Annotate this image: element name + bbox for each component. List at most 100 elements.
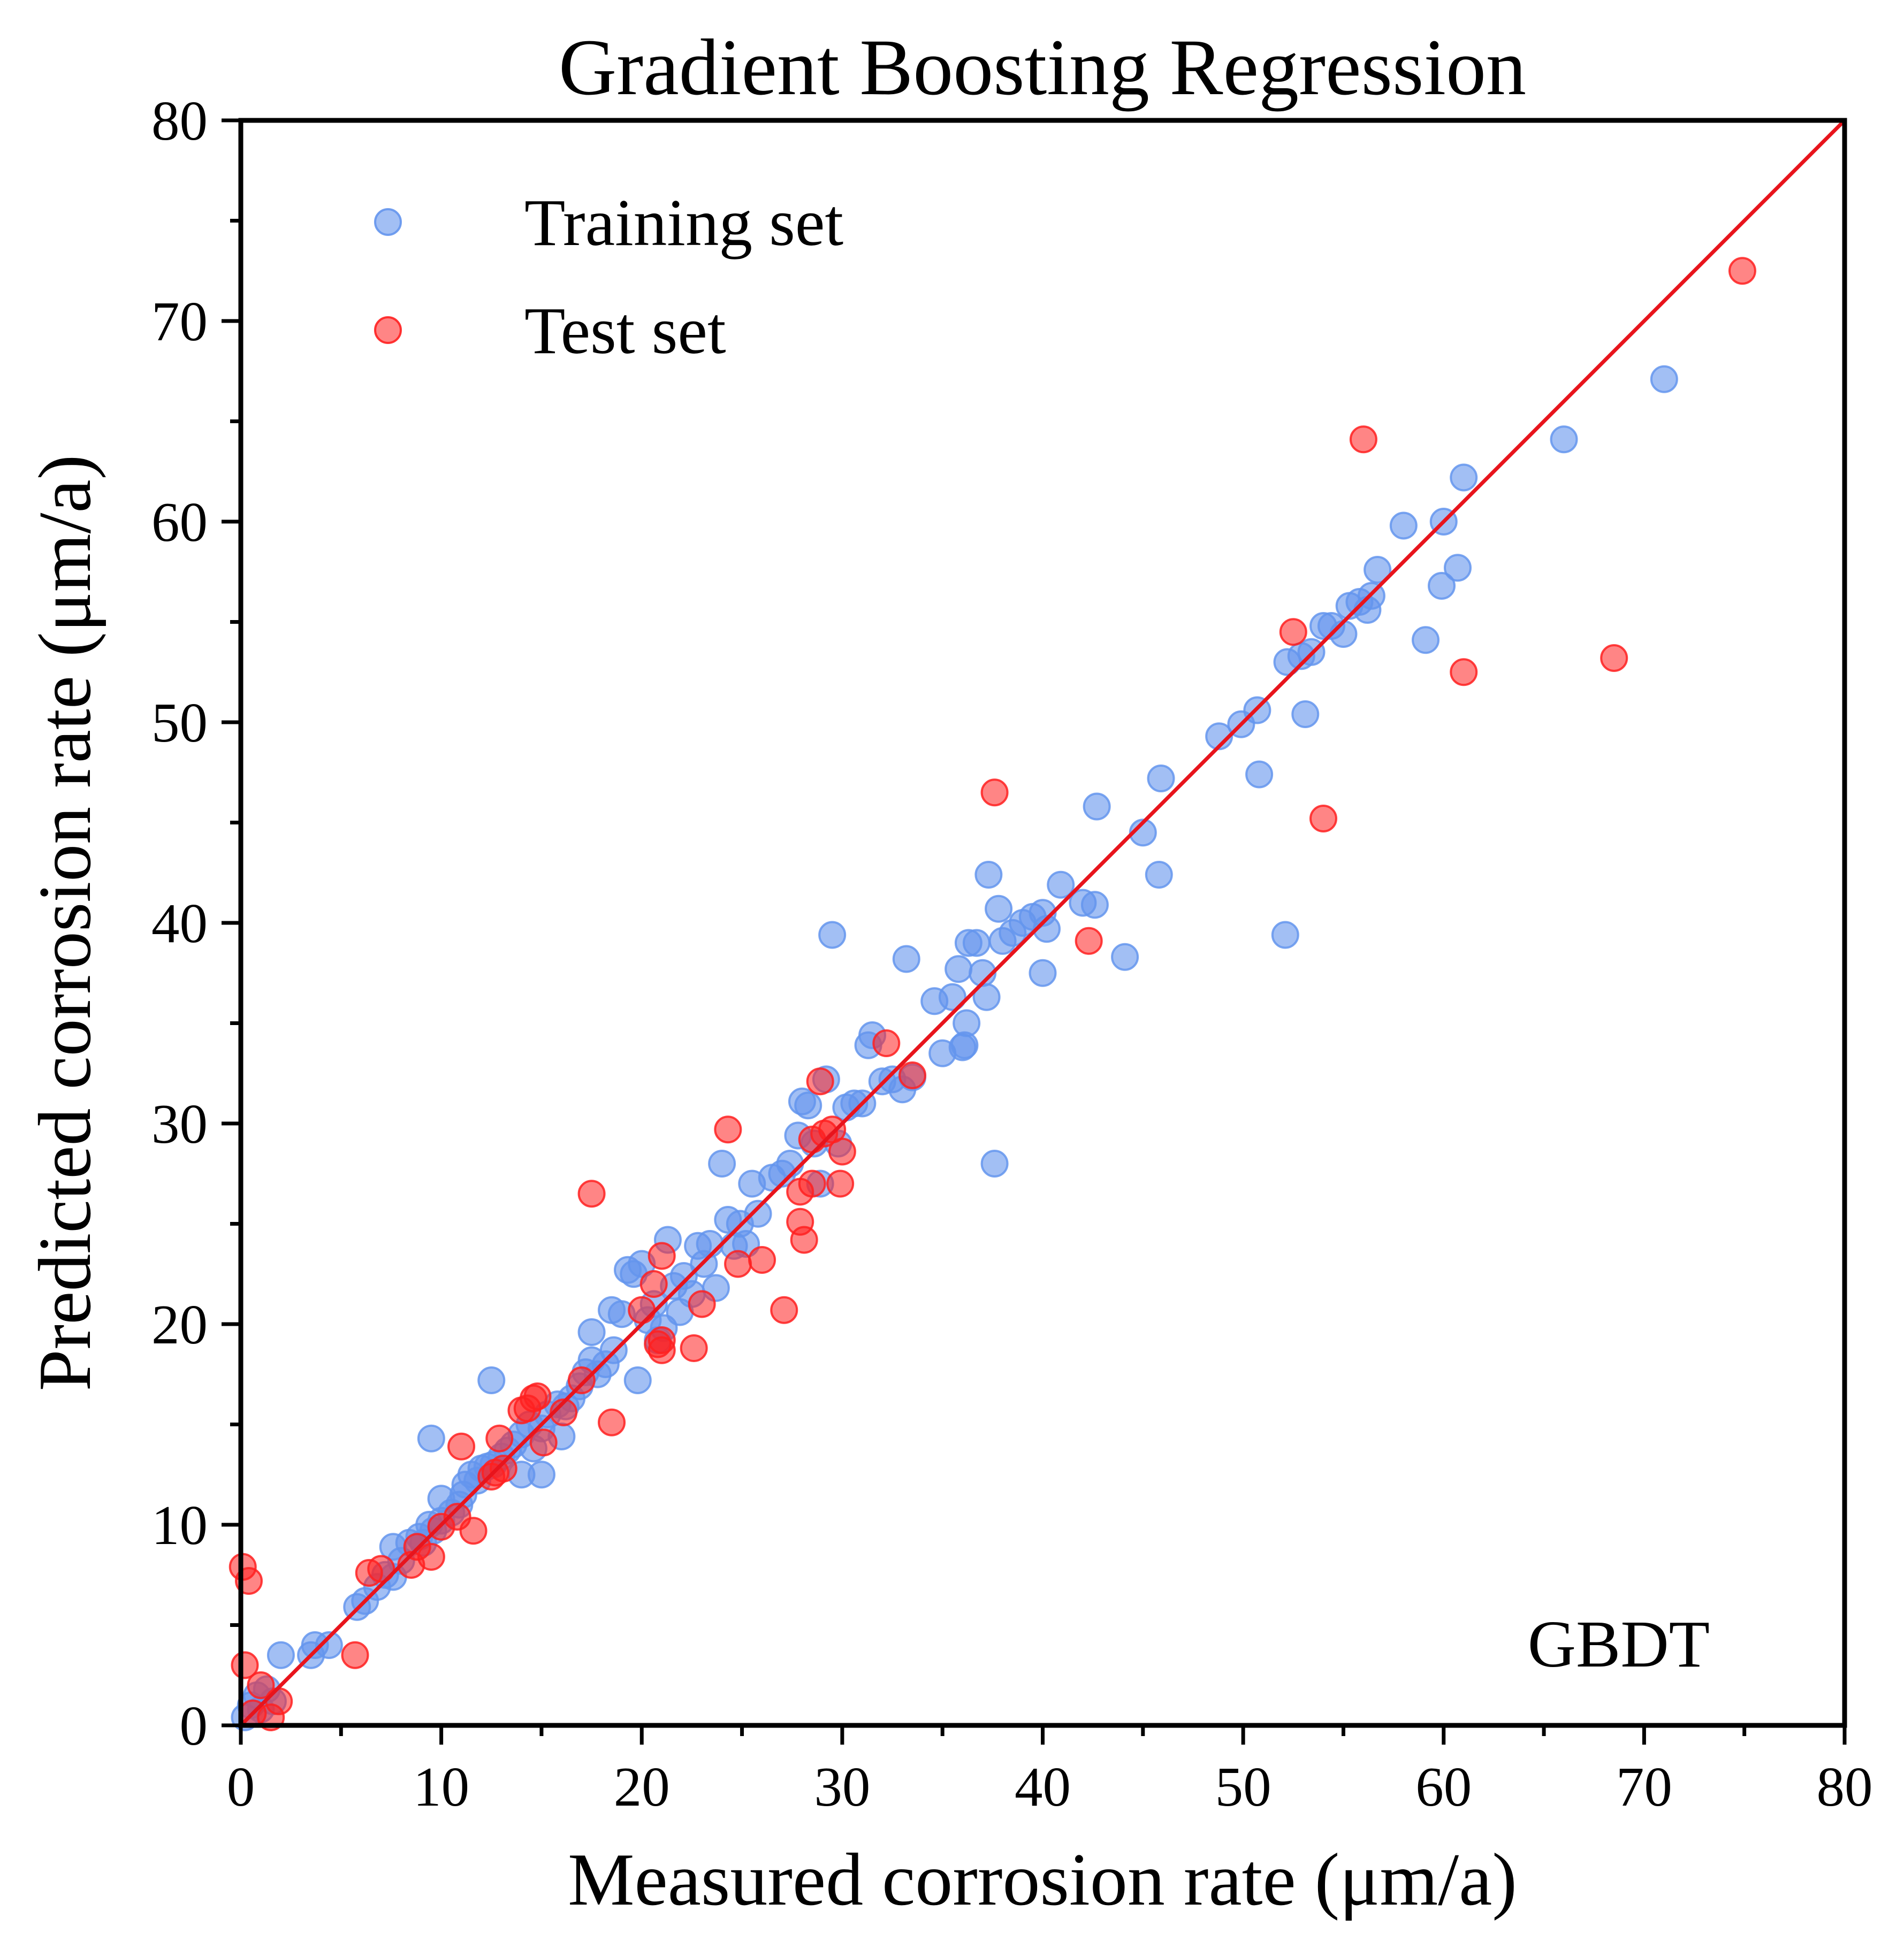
training-point xyxy=(1550,425,1578,454)
training-point xyxy=(1364,556,1392,584)
training-point xyxy=(1145,861,1173,889)
training-point xyxy=(1428,572,1456,600)
test-point xyxy=(417,1543,445,1571)
training-point xyxy=(1245,760,1274,789)
training-point xyxy=(527,1461,555,1489)
test-point xyxy=(714,1115,742,1144)
training-point xyxy=(696,1230,724,1258)
x-tick-label: 80 xyxy=(1817,1755,1873,1818)
x-axis-label: Measured corrosion rate (μm/a) xyxy=(568,1838,1517,1921)
test-point xyxy=(790,1226,818,1254)
test-point xyxy=(648,1336,676,1364)
training-point xyxy=(577,1318,606,1346)
training-point xyxy=(1129,819,1157,847)
training-point xyxy=(266,1641,295,1669)
training-point xyxy=(623,1366,652,1394)
training-point xyxy=(974,861,1003,889)
test-point xyxy=(1279,618,1307,646)
legend-marker-training xyxy=(374,208,402,236)
training-point xyxy=(776,1150,804,1178)
test-point xyxy=(367,1555,395,1583)
test-point xyxy=(265,1687,293,1715)
test-point xyxy=(898,1061,926,1089)
training-point xyxy=(1111,943,1139,971)
training-point xyxy=(1450,463,1478,492)
test-point xyxy=(639,1270,668,1298)
chart-title: Gradient Boosting Regression xyxy=(559,23,1526,112)
test-point xyxy=(1075,927,1103,955)
test-point xyxy=(341,1641,369,1669)
x-tick-label: 10 xyxy=(413,1755,469,1818)
x-tick-label: 70 xyxy=(1616,1755,1672,1818)
training-point xyxy=(1029,959,1057,987)
test-point xyxy=(1309,805,1337,832)
test-point xyxy=(1450,658,1478,686)
test-point xyxy=(770,1296,798,1324)
x-tick-label: 20 xyxy=(614,1755,670,1818)
training-point xyxy=(794,1091,822,1120)
y-tick-label: 40 xyxy=(151,892,208,954)
training-point xyxy=(962,929,991,957)
training-point xyxy=(708,1150,736,1178)
test-point xyxy=(748,1246,776,1274)
training-point xyxy=(744,1199,772,1228)
test-point xyxy=(806,1067,834,1096)
test-point xyxy=(724,1250,752,1278)
y-axis-label: Predicted corrosion rate (μm/a) xyxy=(24,455,106,1391)
training-point xyxy=(892,945,920,973)
identity-reference-line xyxy=(239,119,1846,1727)
training-point xyxy=(1412,626,1440,654)
legend-label-test: Test set xyxy=(524,294,726,368)
training-point xyxy=(1080,891,1109,919)
test-point xyxy=(567,1366,596,1394)
training-point xyxy=(985,895,1013,923)
plot-area xyxy=(229,119,1846,1731)
training-point xyxy=(477,1366,506,1394)
training-point xyxy=(980,1150,1009,1178)
test-point xyxy=(529,1428,558,1457)
training-point xyxy=(945,955,973,983)
test-point xyxy=(523,1382,552,1410)
y-tick-label: 60 xyxy=(151,491,208,553)
training-point xyxy=(1032,915,1061,943)
test-point xyxy=(550,1398,578,1426)
test-point xyxy=(828,1137,856,1166)
test-point xyxy=(1728,257,1756,285)
x-tick-label: 40 xyxy=(1015,1755,1071,1818)
training-point xyxy=(1443,554,1472,582)
test-point xyxy=(447,1432,476,1461)
training-point xyxy=(315,1631,343,1659)
test-point xyxy=(598,1408,626,1436)
model-annotation: GBDT xyxy=(1528,1608,1710,1682)
training-point xyxy=(1047,870,1075,899)
x-tick-label: 60 xyxy=(1415,1755,1472,1818)
test-point xyxy=(485,1424,514,1453)
legend-marker-test xyxy=(374,316,402,344)
test-point xyxy=(1349,425,1377,454)
y-tick-label: 80 xyxy=(151,89,208,152)
training-point xyxy=(1291,700,1320,728)
test-point xyxy=(826,1170,855,1198)
test-point xyxy=(459,1517,488,1545)
test-point xyxy=(231,1651,259,1679)
test-point xyxy=(798,1170,826,1198)
training-point xyxy=(938,983,966,1011)
training-point xyxy=(1083,792,1111,821)
training-point xyxy=(417,1424,445,1453)
legend-label-training: Training set xyxy=(524,186,843,260)
test-point xyxy=(628,1296,656,1324)
y-tick-label: 10 xyxy=(151,1494,208,1556)
test-point xyxy=(247,1671,275,1699)
x-tick-label: 50 xyxy=(1215,1755,1271,1818)
test-point xyxy=(980,778,1009,807)
y-tick-label: 20 xyxy=(151,1293,208,1356)
x-tick-label: 0 xyxy=(227,1755,255,1818)
training-point xyxy=(1271,921,1299,949)
y-tick-label: 0 xyxy=(180,1694,208,1757)
test-point xyxy=(680,1334,708,1362)
y-tick-label: 70 xyxy=(151,290,208,353)
test-point xyxy=(688,1290,716,1318)
training-point xyxy=(1205,722,1233,751)
training-point xyxy=(818,921,847,949)
